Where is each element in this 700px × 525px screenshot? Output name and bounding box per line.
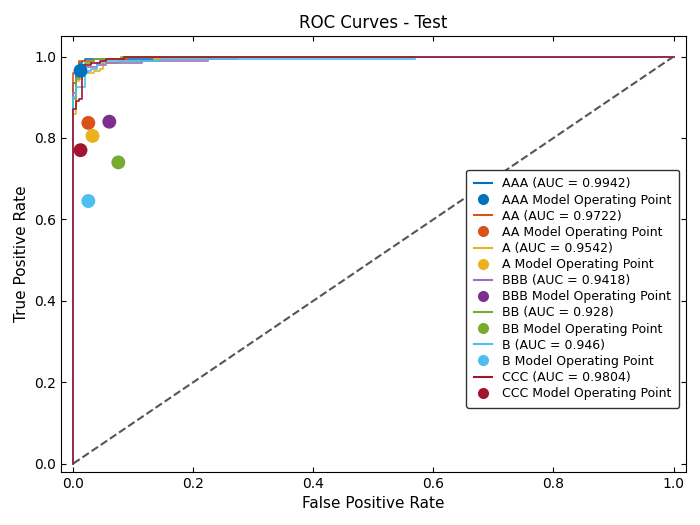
Point (75, 67, 86, 75)
Y-axis label: True Positive Rate: True Positive Rate (14, 186, 29, 322)
Legend: AAA (AUC = 0.9942), AAA Model Operating Point, AA (AUC = 0.9722), AA Model Opera: AAA (AUC = 0.9942), AAA Model Operating … (466, 170, 679, 407)
Point (83, 119, 94, 127)
Title: ROC Curves - Test: ROC Curves - Test (299, 14, 447, 32)
Point (113, 158, 124, 166)
Point (104, 118, 115, 126)
Point (83, 197, 94, 205)
Point (87, 132, 98, 140)
Point (75, 146, 86, 154)
X-axis label: False Positive Rate: False Positive Rate (302, 496, 444, 511)
